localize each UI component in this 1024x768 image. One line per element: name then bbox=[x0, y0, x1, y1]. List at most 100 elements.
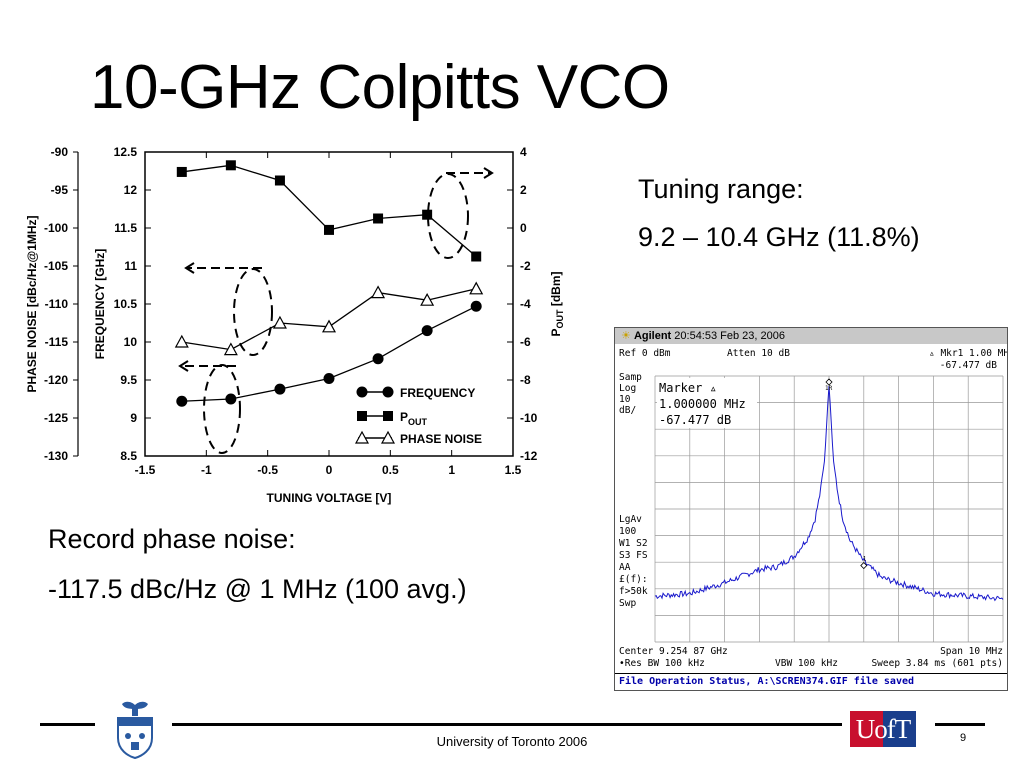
data-point-triangle bbox=[469, 281, 484, 295]
footer-institution: University of Toronto 2006 bbox=[436, 734, 588, 749]
voltage-tick-label: 1.5 bbox=[505, 463, 522, 477]
frequency-tick-label: 10.5 bbox=[114, 297, 138, 311]
side-label: 10 bbox=[619, 394, 631, 405]
data-point-square bbox=[422, 209, 433, 220]
data-point-triangle bbox=[223, 342, 238, 356]
side-label: Swp bbox=[619, 598, 636, 609]
data-point-triangle bbox=[174, 334, 189, 348]
phase-noise-tick-label: -120 bbox=[44, 373, 68, 387]
marker-readout-level: -67.477 dB bbox=[659, 413, 731, 427]
pout-tick-label: 2 bbox=[520, 183, 527, 197]
data-point-triangle bbox=[371, 285, 386, 299]
res-bw-text: •Res BW 100 kHz bbox=[619, 658, 705, 669]
pout-tick-label: 4 bbox=[520, 145, 527, 159]
uoft-logo bbox=[850, 711, 916, 747]
data-point-square bbox=[373, 213, 384, 224]
frequency-tick-label: 9.5 bbox=[120, 373, 137, 387]
spectrum-plot: Ref 0 dBm Atten 10 dB ▵ Mkr1 1.00 MHz-67.4… bbox=[615, 344, 1007, 672]
center-frequency-text: Center 9.254 87 GHz bbox=[619, 646, 728, 657]
pout-arrow-head bbox=[483, 167, 494, 179]
side-label: S3 FS bbox=[619, 550, 648, 561]
x-axis-label: TUNING VOLTAGE [V] bbox=[267, 491, 392, 505]
frequency-tick-label: 11 bbox=[124, 259, 137, 273]
footer-divider-right bbox=[935, 723, 985, 726]
marker-header-text: ▵ Mkr1 1.00 MHz bbox=[929, 348, 1007, 359]
data-point-square bbox=[324, 224, 334, 235]
phase-noise-highlight-ellipse bbox=[233, 268, 273, 356]
side-label: LgAv bbox=[619, 514, 642, 525]
phase-noise-tick-label: -125 bbox=[44, 411, 68, 425]
university-crest-logo bbox=[117, 701, 153, 760]
pout-axis-label: POUT [dBm] bbox=[549, 271, 565, 336]
slide-title: 10-GHz Colpitts VCO bbox=[90, 53, 670, 122]
analyzer-brand: Agilent bbox=[633, 330, 672, 342]
legend-marker-triangle bbox=[380, 430, 396, 444]
atten-text: Atten 10 dB bbox=[727, 348, 790, 359]
side-label: AA bbox=[619, 562, 631, 573]
data-point-triangle bbox=[321, 319, 337, 333]
phase-noise-tick-label: -110 bbox=[45, 297, 69, 311]
side-label: dB/ bbox=[619, 405, 636, 416]
legend-marker-circle bbox=[382, 386, 394, 398]
spectrum-analyzer-header: ☀ Agilent 20:54:53 Feb 23, 2006 bbox=[615, 328, 1007, 344]
data-point-circle bbox=[176, 395, 188, 407]
delta-marker-icon bbox=[860, 561, 868, 570]
pout-tick-label: -6 bbox=[520, 335, 531, 349]
voltage-tick-label: 0.5 bbox=[382, 463, 399, 477]
file-status-bar: File Operation Status, A:\SCREN374.GIF f… bbox=[615, 673, 1007, 690]
frequency-tick-label: 10 bbox=[124, 335, 138, 349]
data-point-circle bbox=[274, 383, 286, 395]
marker-readout-frequency: 1.000000 MHz bbox=[659, 397, 746, 411]
frequency-tick-label: 8.5 bbox=[120, 449, 137, 463]
reference-marker-label: 1R bbox=[825, 385, 833, 392]
marker-value-header-text: -67.477 dB bbox=[940, 360, 997, 371]
side-label: f>50k bbox=[619, 586, 648, 597]
side-label: £(f): bbox=[619, 574, 648, 585]
sweep-text: Sweep 3.84 ms (601 pts) bbox=[871, 658, 1003, 669]
data-point-circle bbox=[421, 325, 433, 337]
phase-noise-tick-label: -90 bbox=[51, 145, 69, 159]
pout-tick-label: 0 bbox=[520, 221, 527, 235]
footer-divider-middle bbox=[172, 723, 842, 726]
voltage-tick-label: -1 bbox=[201, 463, 212, 477]
data-point-circle bbox=[323, 372, 335, 384]
data-point-circle bbox=[372, 353, 384, 365]
data-point-circle bbox=[225, 393, 237, 405]
analyzer-time: 20:54:53 bbox=[674, 330, 718, 342]
analyzer-date: Feb 23, 2006 bbox=[720, 330, 786, 342]
side-label: 100 bbox=[619, 526, 636, 537]
page-number: 9 bbox=[960, 732, 967, 744]
side-label: Log bbox=[619, 383, 636, 394]
voltage-tick-label: -1.5 bbox=[135, 463, 156, 477]
phase-noise-axis-label: PHASE NOISE [dBc/Hz@1MHz] bbox=[25, 215, 39, 392]
legend-marker-square bbox=[357, 411, 367, 421]
legend-label: PHASE NOISE bbox=[400, 432, 482, 446]
voltage-tick-label: 1 bbox=[448, 463, 455, 477]
spectrum-analyzer-screenshot: ☀ Agilent 20:54:53 Feb 23, 2006 Ref 0 dB… bbox=[614, 327, 1008, 691]
delta-marker-label: 1 bbox=[863, 556, 867, 563]
span-text: Span 10 MHz bbox=[940, 646, 1003, 657]
data-point-triangle bbox=[420, 292, 435, 306]
data-point-circle bbox=[470, 300, 482, 312]
data-point-triangle bbox=[272, 315, 287, 329]
pout-tick-label: -12 bbox=[520, 449, 538, 463]
sun-icon: ☀ bbox=[621, 330, 631, 342]
side-label: W1 S2 bbox=[619, 538, 648, 549]
frequency-tick-label: 11.5 bbox=[114, 221, 137, 235]
marker-readout-box bbox=[657, 378, 757, 428]
phase-noise-tick-label: -100 bbox=[44, 221, 68, 235]
vbw-text: VBW 100 kHz bbox=[775, 658, 838, 669]
frequency-arrow-head bbox=[178, 360, 189, 372]
voltage-tick-label: 0 bbox=[326, 463, 333, 477]
phase-noise-tick-label: -115 bbox=[45, 335, 69, 349]
data-point-square bbox=[225, 160, 236, 171]
frequency-tick-label: 12 bbox=[124, 183, 138, 197]
data-point-square bbox=[471, 251, 482, 262]
phase-noise-arrow-head bbox=[184, 262, 195, 274]
side-label: Samp bbox=[619, 372, 642, 383]
ref-level-text: Ref 0 dBm bbox=[619, 348, 671, 359]
phase-noise-record-label: Record phase noise: bbox=[48, 524, 296, 554]
uoft-logo-text: UofT bbox=[855, 714, 911, 744]
voltage-tick-label: -0.5 bbox=[257, 463, 278, 477]
legend-marker-triangle bbox=[354, 430, 370, 444]
